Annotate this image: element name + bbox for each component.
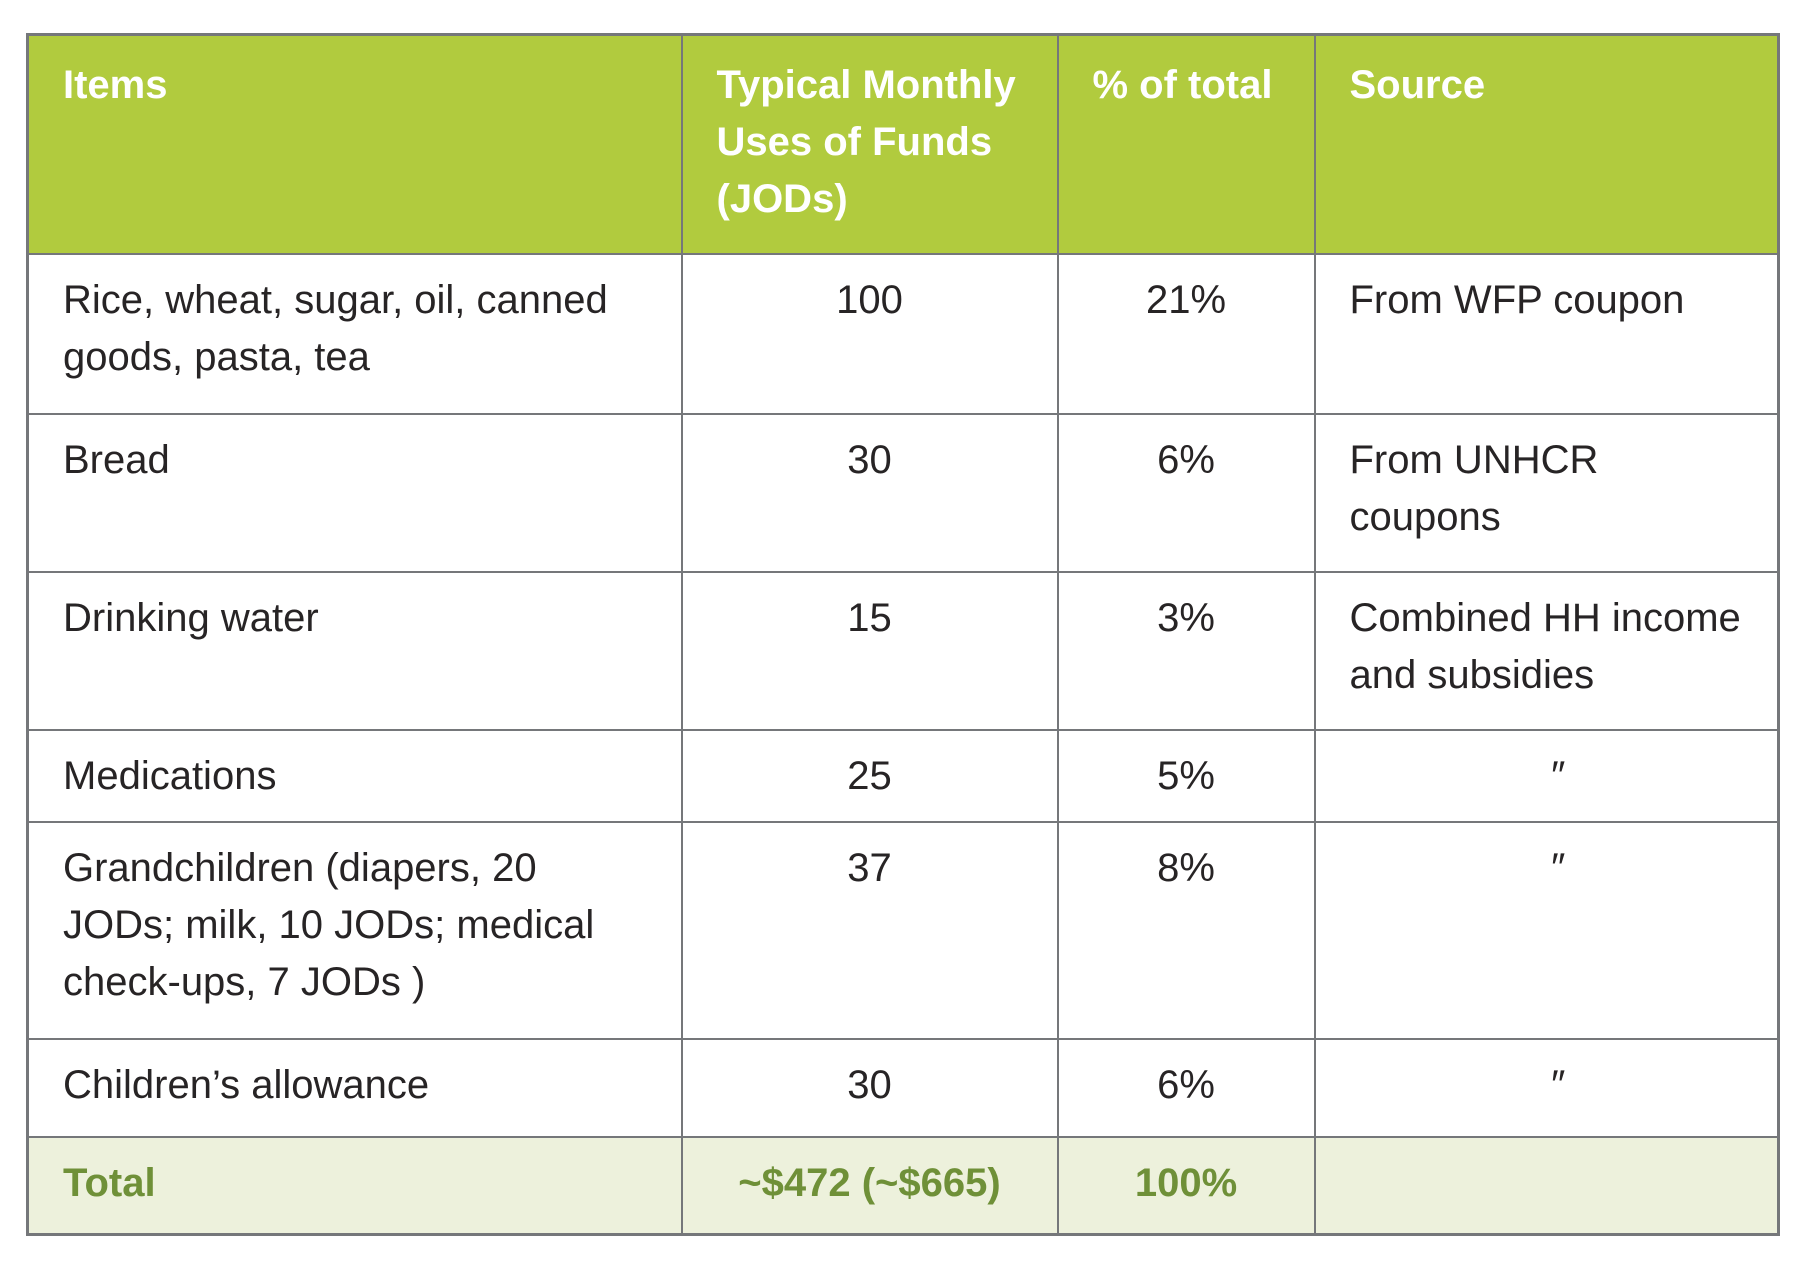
amount-cell: 25: [680, 728, 1059, 823]
source-cell: From WFP coupon: [1313, 252, 1780, 415]
table-row-total: Total ~$472 (~$665) 100%: [26, 1135, 1780, 1236]
percent-cell: 6%: [1056, 412, 1316, 573]
table-row-medications: Medications 25 5% ″: [26, 728, 1780, 823]
amount-cell: 37: [680, 820, 1059, 1040]
source-cell: Combined HH income and subsidies: [1313, 570, 1780, 731]
amount-cell: 30: [680, 1037, 1059, 1138]
percent-cell: 6%: [1056, 1037, 1316, 1138]
source-cell-ditto-mark: ″: [1313, 820, 1780, 1040]
amount-cell: 100: [680, 252, 1059, 415]
source-cell-ditto-mark: ″: [1313, 728, 1780, 823]
monthly-uses-of-funds-table: Items Typical Monthly Uses of Funds (JOD…: [26, 33, 1780, 1236]
item-cell: Medications: [26, 728, 683, 823]
item-cell: Grandchildren (diapers, 20 JODs; milk, 1…: [26, 820, 683, 1040]
table-row-grandchildren: Grandchildren (diapers, 20 JODs; milk, 1…: [26, 820, 1780, 1040]
total-amount-cell: ~$472 (~$665): [680, 1135, 1059, 1236]
table-row-bread: Bread 30 6% From UNHCR coupons: [26, 412, 1780, 573]
table-row-rice-wheat-sugar: Rice, wheat, sugar, oil, canned goods, p…: [26, 252, 1780, 415]
source-cell: From UNHCR coupons: [1313, 412, 1780, 573]
table-row-drinking-water: Drinking water 15 3% Combined HH income …: [26, 570, 1780, 731]
header-cell-percent-of-total: % of total: [1056, 33, 1316, 255]
table-row-childrens-allowance: Children’s allowance 30 6% ″: [26, 1037, 1780, 1138]
header-cell-items: Items: [26, 33, 683, 255]
item-cell: Bread: [26, 412, 683, 573]
total-label-cell: Total: [26, 1135, 683, 1236]
amount-cell: 30: [680, 412, 1059, 573]
item-cell: Rice, wheat, sugar, oil, canned goods, p…: [26, 252, 683, 415]
percent-cell: 21%: [1056, 252, 1316, 415]
table-header: Items Typical Monthly Uses of Funds (JOD…: [26, 33, 1780, 255]
percent-cell: 5%: [1056, 728, 1316, 823]
source-cell-ditto-mark: ″: [1313, 1037, 1780, 1138]
header-cell-source: Source: [1313, 33, 1780, 255]
total-source-cell: [1313, 1135, 1780, 1236]
total-percent-cell: 100%: [1056, 1135, 1316, 1236]
percent-cell: 8%: [1056, 820, 1316, 1040]
header-cell-typical-monthly-uses: Typical Monthly Uses of Funds (JODs): [680, 33, 1059, 255]
percent-cell: 3%: [1056, 570, 1316, 731]
amount-cell: 15: [680, 570, 1059, 731]
item-cell: Children’s allowance: [26, 1037, 683, 1138]
item-cell: Drinking water: [26, 570, 683, 731]
header-row: Items Typical Monthly Uses of Funds (JOD…: [26, 33, 1780, 255]
table-body: Rice, wheat, sugar, oil, canned goods, p…: [26, 252, 1780, 1236]
